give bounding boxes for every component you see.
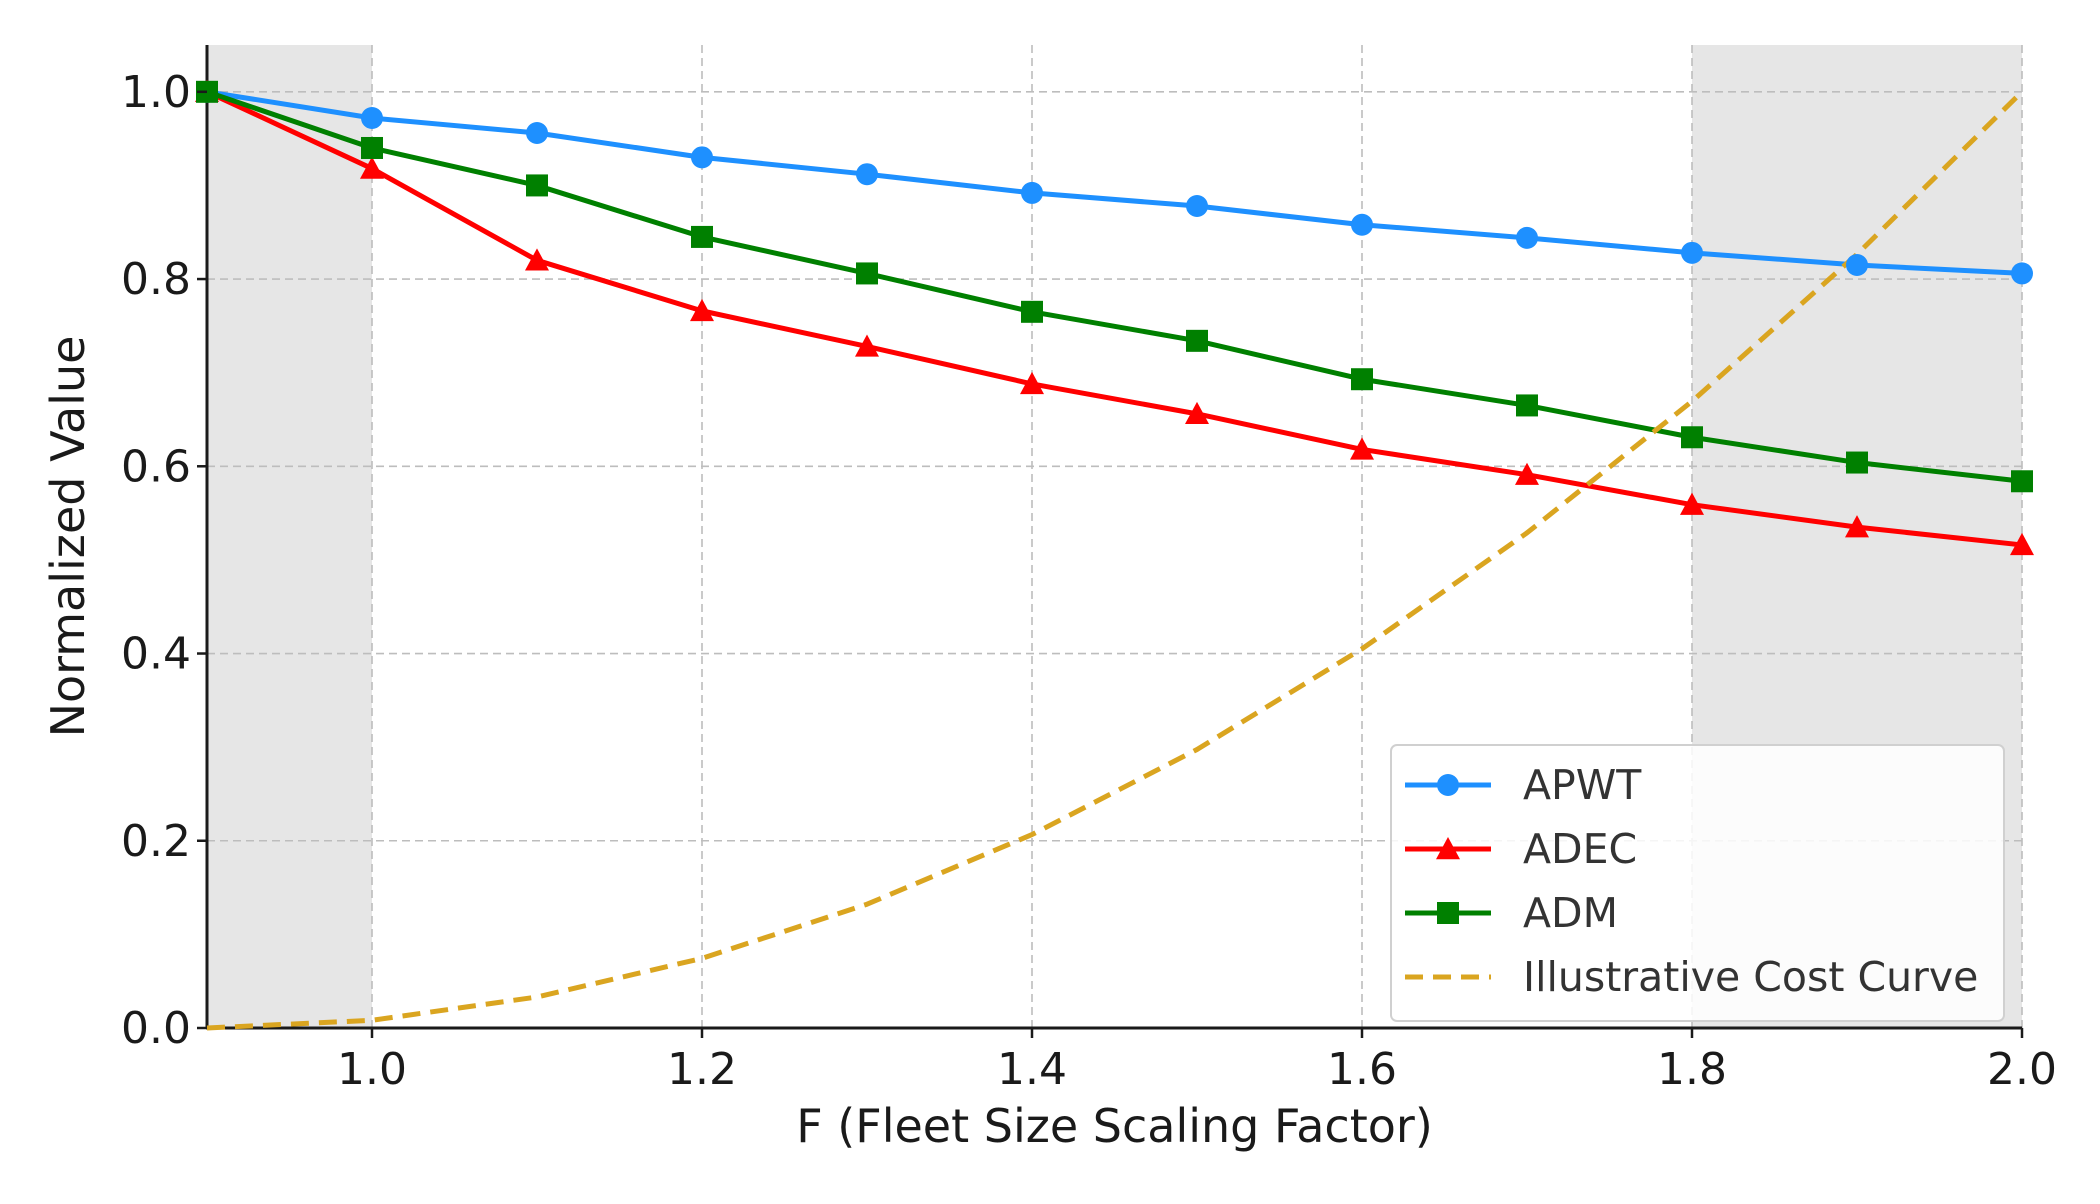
data-point-apwt xyxy=(1516,226,1538,249)
data-point-apwt xyxy=(1021,181,1043,204)
axes xyxy=(205,45,2022,1030)
x-axis-label: F (Fleet Size Scaling Factor) xyxy=(796,1099,1433,1153)
data-point-adm xyxy=(1516,394,1538,417)
data-point-adm xyxy=(1021,300,1043,323)
data-point-apwt xyxy=(1681,241,1703,264)
data-point-adm xyxy=(1846,451,1868,474)
tick-labels: 1.0 1.2 1.4 1.6 1.8 2.0 0.0 0.2 0.4 0.6 0.8 1.0 xyxy=(121,67,2057,1095)
x-tick-label: 1.4 xyxy=(997,1044,1067,1095)
data-point-adec xyxy=(1515,462,1539,485)
series-markers xyxy=(195,79,2034,556)
x-tick-label: 1.6 xyxy=(1327,1044,1397,1095)
data-point-adec xyxy=(690,298,714,322)
data-point-apwt xyxy=(1186,195,1208,218)
legend-marker-adm xyxy=(1437,902,1459,924)
y-tick-label: 0.8 xyxy=(121,254,191,305)
data-point-apwt xyxy=(856,163,878,186)
data-point-adec xyxy=(2010,532,2034,556)
data-point-adec xyxy=(855,334,879,357)
y-axis-label: Normalized Value xyxy=(41,336,95,738)
data-point-adm xyxy=(1186,329,1208,352)
data-point-adm xyxy=(856,262,878,285)
series-line-illustrative-cost-curve xyxy=(206,90,2024,1031)
data-point-adm xyxy=(1681,426,1703,449)
data-point-adec xyxy=(525,248,549,271)
legend-label-adec: ADEC xyxy=(1523,825,1637,873)
data-point-adec xyxy=(1185,401,1209,425)
x-tick-label: 1.0 xyxy=(337,1044,407,1095)
y-tick-label: 0.0 xyxy=(121,1003,191,1054)
data-point-apwt xyxy=(2011,262,2033,285)
x-tick-label: 1.8 xyxy=(1657,1044,1727,1095)
data-point-adec xyxy=(360,156,384,179)
x-tick-label: 1.2 xyxy=(667,1044,737,1095)
series-lines xyxy=(204,89,2025,1031)
data-point-adm xyxy=(526,174,548,197)
legend-box xyxy=(1390,744,2005,1022)
series-line-apwt xyxy=(204,89,2025,276)
data-point-adec xyxy=(1020,371,1044,395)
legend-marker-adec xyxy=(1436,837,1460,860)
legend: APWT ADEC ADM Illustrative Cost Curve xyxy=(1390,744,2005,1022)
series-line-adm xyxy=(204,89,2025,484)
y-tick-label: 0.6 xyxy=(121,441,191,492)
legend-label-adm: ADM xyxy=(1523,889,1618,937)
y-tick-label: 0.2 xyxy=(121,816,191,867)
series-line-adec xyxy=(204,89,2025,548)
x-tick-label: 2.0 xyxy=(1987,1044,2057,1095)
data-point-apwt xyxy=(361,107,383,130)
legend-marker-apwt xyxy=(1437,774,1459,796)
data-point-apwt xyxy=(691,146,713,169)
data-point-apwt xyxy=(1846,254,1868,277)
data-point-adm xyxy=(691,225,713,248)
data-point-apwt xyxy=(526,122,548,145)
legend-label-illustrative-cost-curve: Illustrative Cost Curve xyxy=(1523,953,1978,1001)
legend-label-apwt: APWT xyxy=(1523,761,1642,809)
data-point-adm xyxy=(361,136,383,159)
y-tick-label: 1.0 xyxy=(121,67,191,118)
data-point-adec xyxy=(1680,492,1704,515)
y-tick-label: 0.4 xyxy=(121,629,191,680)
data-point-adm xyxy=(2011,470,2033,493)
shaded-region-1 xyxy=(207,45,372,1028)
data-point-adm xyxy=(1351,368,1373,391)
data-point-apwt xyxy=(1351,213,1373,236)
data-point-adec xyxy=(1350,437,1374,460)
data-point-adec xyxy=(1845,515,1869,538)
